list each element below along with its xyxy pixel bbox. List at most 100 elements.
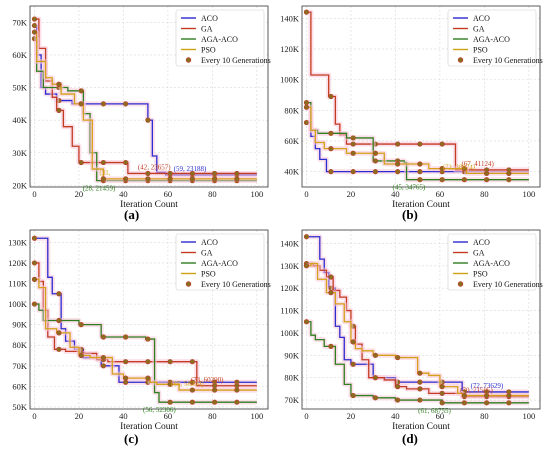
generation-marker [234, 176, 240, 182]
plot-frame [301, 5, 541, 188]
panel-label-c: (c) [124, 431, 139, 446]
panel-label-b: (b) [402, 207, 418, 222]
series-line-pso [34, 278, 257, 391]
generation-marker [417, 169, 423, 175]
legend-label: GA [473, 25, 485, 34]
generation-marker [234, 387, 240, 393]
generation-marker [506, 400, 512, 406]
generation-marker [145, 359, 151, 365]
generation-marker [328, 93, 334, 100]
generation-marker [123, 334, 129, 340]
x-tick-label: 100 [251, 189, 264, 199]
legend-label: ACO [201, 238, 218, 247]
legend-label: GA [201, 249, 213, 258]
generation-marker [484, 392, 490, 399]
generation-marker [328, 290, 334, 296]
y-tick-label: 40K [284, 167, 300, 177]
x-tick-label: 40 [119, 189, 128, 199]
plot-frame [29, 5, 269, 188]
series-line-aga-aco [306, 321, 529, 404]
legend-label: ACO [473, 14, 490, 23]
legend-label: Every 10 Generations [201, 280, 271, 289]
generation-marker [484, 170, 490, 176]
legend-label: Every 10 Generations [201, 56, 271, 65]
generation-marker [372, 169, 379, 175]
generation-marker [56, 330, 62, 336]
x-tick-label: 100 [251, 411, 264, 421]
series-line-ga [306, 262, 529, 398]
generation-marker [417, 370, 423, 376]
series-line-aga-aco [34, 37, 257, 182]
series-line-ga [306, 11, 529, 171]
generation-marker [439, 400, 445, 406]
x-tick-label: 20 [75, 411, 84, 421]
generation-marker [212, 387, 218, 393]
generation-marker [395, 141, 401, 147]
y-tick-label: 80K [284, 105, 300, 115]
chart-panel-1: 20K 30K 40K 50K 60K 70K 0 20 40 60 80 100 Iteration … [12, 5, 271, 210]
series-line-pso [306, 106, 529, 175]
y-tick-label: 70K [12, 17, 28, 27]
x-tick-label: 80 [480, 189, 489, 199]
legend-marker-swatch [457, 281, 464, 287]
generation-marker [350, 141, 356, 147]
chart-panel-3: 50K 60K 70K 80K 90K 100K 110K 120K 130K 0 20 40 60 80… [8, 229, 271, 432]
x-tick-label: 40 [391, 411, 400, 421]
point-annotation: (73, 60290) [191, 376, 224, 384]
generation-marker [506, 177, 512, 183]
generation-marker [212, 170, 218, 177]
generation-marker [372, 395, 379, 401]
y-tick-label: 100K [280, 75, 300, 85]
y-tick-label: 100K [280, 328, 300, 338]
x-tick-label: 80 [480, 411, 489, 421]
generation-marker [395, 169, 401, 175]
series-line-pso [34, 31, 257, 180]
legend-box [447, 233, 537, 291]
generation-marker [372, 158, 379, 164]
legend-label: Every 10 Generations [473, 56, 543, 65]
y-tick-label: 30K [12, 148, 28, 158]
legend-marker-swatch [185, 281, 192, 287]
series-line-aga-aco [34, 303, 257, 403]
generation-marker [303, 9, 310, 15]
y-tick-label: 60K [12, 381, 28, 391]
generation-marker [303, 319, 310, 325]
generation-marker [484, 400, 490, 406]
generation-marker [328, 343, 334, 349]
generation-marker [328, 274, 334, 280]
y-tick-label: 50K [12, 402, 28, 412]
legend-label: AGA-ACO [473, 259, 510, 268]
x-tick-label: 20 [347, 411, 356, 421]
legend-label: PSO [473, 270, 488, 279]
x-axis-label: Iteration Count [392, 200, 450, 210]
generation-marker [417, 386, 423, 392]
generation-marker [328, 130, 334, 136]
x-axis-label: Iteration Count [120, 422, 178, 432]
y-tick-label: 60K [284, 136, 300, 146]
x-tick-label: 80 [208, 411, 217, 421]
x-axis-label: Iteration Count [392, 422, 450, 432]
generation-marker [123, 101, 129, 107]
y-tick-label: 140K [280, 13, 300, 23]
legend-label: GA [473, 249, 485, 258]
x-tick-label: 0 [32, 189, 36, 199]
x-tick-label: 0 [304, 411, 308, 421]
generation-marker [145, 176, 151, 182]
generation-marker [145, 117, 151, 123]
legend-label: AGA-ACO [201, 259, 238, 268]
generation-marker [145, 375, 151, 381]
generation-marker [417, 161, 423, 167]
x-tick-label: 20 [75, 189, 84, 199]
y-tick-label: 110K [8, 278, 27, 288]
generation-marker [372, 150, 379, 156]
y-tick-label: 70K [284, 395, 300, 405]
legend-label: PSO [473, 46, 488, 55]
generation-marker [123, 176, 129, 182]
generation-marker [31, 16, 38, 22]
point-annotation: (61, 68755) [418, 407, 451, 415]
y-tick-label: 100K [8, 299, 28, 309]
y-tick-label: 20K [12, 180, 28, 190]
generation-marker [417, 141, 423, 147]
